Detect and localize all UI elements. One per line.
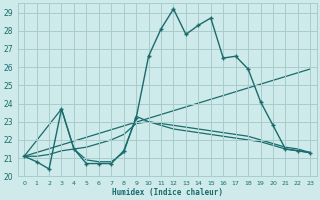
X-axis label: Humidex (Indice chaleur): Humidex (Indice chaleur) (112, 188, 223, 197)
